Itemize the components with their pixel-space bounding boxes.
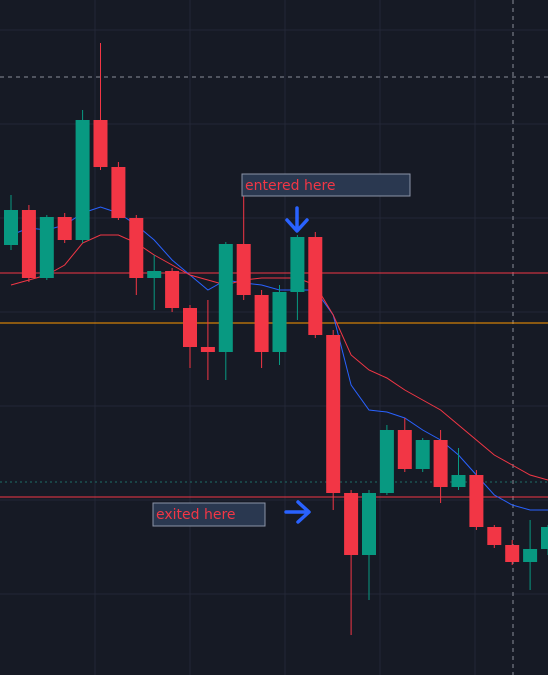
candle-body bbox=[183, 308, 197, 347]
annotation-box bbox=[152, 502, 266, 527]
candle-body bbox=[541, 527, 548, 549]
moving-average bbox=[10, 234, 548, 481]
candle-body bbox=[200, 347, 215, 352]
arrow-right bbox=[284, 500, 311, 524]
entry-annotation: entered here bbox=[241, 173, 411, 233]
exit-annotation: exited here bbox=[152, 500, 311, 527]
candle-body bbox=[21, 210, 36, 278]
candle-body bbox=[397, 430, 412, 469]
candle-body bbox=[75, 120, 90, 240]
candles bbox=[4, 43, 548, 635]
candle-body bbox=[93, 120, 108, 167]
arrow-down bbox=[285, 206, 309, 233]
candle-body bbox=[236, 244, 251, 295]
candle-body bbox=[57, 217, 72, 240]
candle-body bbox=[469, 475, 484, 527]
candle-body bbox=[433, 440, 448, 487]
candle-body bbox=[523, 549, 538, 562]
candle-body bbox=[326, 335, 341, 493]
candle-body bbox=[505, 545, 520, 562]
annotation-box bbox=[241, 173, 411, 197]
candle-body bbox=[308, 237, 323, 335]
candle-body bbox=[451, 475, 466, 487]
candle-body bbox=[254, 295, 269, 352]
candle-body bbox=[39, 217, 54, 278]
candle-body bbox=[165, 271, 180, 308]
candle-body bbox=[129, 218, 144, 278]
annotation-text: entered here bbox=[245, 178, 336, 194]
candle-body bbox=[147, 271, 162, 278]
candle-body bbox=[272, 292, 287, 352]
candle-body bbox=[379, 430, 394, 493]
candle-body bbox=[4, 210, 18, 245]
candle-body bbox=[487, 527, 502, 545]
candle-body bbox=[344, 493, 359, 555]
candle-body bbox=[362, 493, 376, 555]
candle-body bbox=[290, 237, 305, 292]
candle-body bbox=[111, 167, 126, 218]
candle-body bbox=[218, 244, 233, 352]
candle-body bbox=[415, 440, 430, 469]
annotation-text: exited here bbox=[156, 507, 236, 523]
